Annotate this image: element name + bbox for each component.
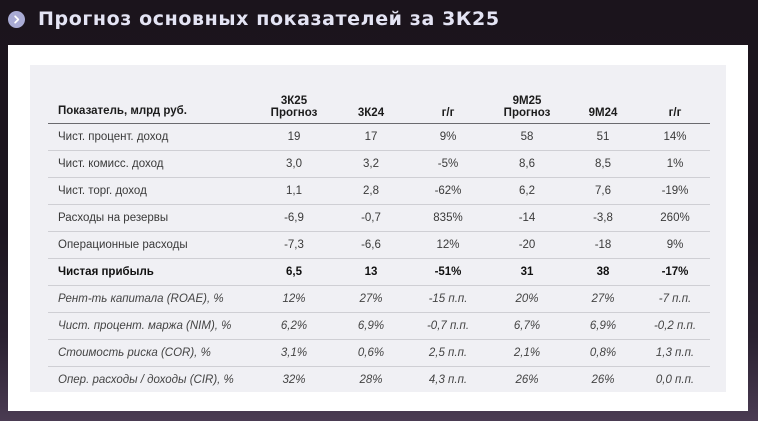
cell-yoy-9m: 1% [640,150,710,178]
cell-9m24: -3,8 [566,204,640,232]
cell-9m25: 6,2 [488,177,566,205]
cell-yoy-9m: -7 п.п. [640,285,710,313]
cell-3q25: 32% [282,374,306,386]
cell-3q24: -0,7 [334,204,408,232]
table-row-net-trading-income: Чист. торг. доход 1,1 2,8 -62% 6,2 7,6 -… [48,177,710,205]
row-label: Чист. комисс. доход [48,150,254,178]
cell-3q24: 13 [334,258,408,286]
column-header-indicator: Показатель, млрд руб. [48,79,254,124]
cell-3q25: -7,3 [254,231,334,259]
table-header-row: Показатель, млрд руб. 3К25 Прогноз 3К24 г… [48,79,710,124]
cell-9m25: 58 [488,123,566,151]
cell-9m24: 0,8% [566,339,640,367]
cell-9m25: 2,1% [488,339,566,367]
cell-3q25: 6,2% [254,312,334,340]
column-header-9m25-forecast: 9М25 Прогноз [488,79,566,124]
cell-3q25: 6,5 [254,258,334,286]
cell-9m24: 8,5 [566,150,640,178]
column-header-yoy-9m: г/г [640,79,710,124]
cell-3q24: 28% [359,374,383,386]
column-header-3q24: 3К24 [334,79,408,124]
table-row-net-profit: Чистая прибыль 6,5 13 -51% 31 38 -17% [48,258,710,286]
row-label: Чистая прибыль [48,258,254,286]
cell-9m24: -18 [566,231,640,259]
cell-yoy-q: 9% [408,123,488,151]
forecast-table: Показатель, млрд руб. 3К25 Прогноз 3К24 г… [48,79,710,393]
cell-9m25: 26% [515,374,539,386]
cell-3q25: 1,1 [254,177,334,205]
cell-3q24: 6,9% [334,312,408,340]
cell-yoy-q: -15 п.п. [408,285,488,313]
table-row-roae: Рент-ть капитала (ROAE), % 12% 27% -15 п… [48,285,710,313]
table-row-cor: Стоимость риска (COR), % 3,1% 0,6% 2,5 п… [48,339,710,367]
cell-3q25: 19 [254,123,334,151]
table-row-operating-expenses: Операционные расходы -7,3 -6,6 12% -20 -… [48,231,710,259]
slide-header: Прогноз основных показателей за 3К25 [8,6,500,32]
row-label: Чист. торг. доход [48,177,254,205]
row-label: Опер. расходы / доходы (CIR), % [58,374,234,386]
cell-9m24: 51 [566,123,640,151]
cell-9m24: 6,9% [566,312,640,340]
cell-yoy-q: -0,7 п.п. [408,312,488,340]
cell-9m24: 27% [566,285,640,313]
table-row-net-fee-income: Чист. комисс. доход 3,0 3,2 -5% 8,6 8,5 … [48,150,710,178]
cell-yoy-q: 12% [408,231,488,259]
cell-9m24: 7,6 [566,177,640,205]
cell-9m25: -14 [488,204,566,232]
cell-9m25: 31 [488,258,566,286]
cell-9m24: 38 [566,258,640,286]
cell-yoy-9m: 0,0 п.п. [655,374,695,386]
row-label: Чист. процент. маржа (NIM), % [48,312,254,340]
cell-9m25: 20% [488,285,566,313]
cell-yoy-9m: -0,2 п.п. [640,312,710,340]
content-panel: Показатель, млрд руб. 3К25 Прогноз 3К24 г… [8,45,748,411]
table-row-cir: Опер. расходы / доходы (CIR), % 32% 28% … [48,367,710,394]
column-header-yoy-quarter: г/г [408,79,488,124]
cell-3q24: 17 [334,123,408,151]
cell-3q25: 3,0 [254,150,334,178]
cell-yoy-q: -5% [408,150,488,178]
cell-3q24: 2,8 [334,177,408,205]
cell-3q24: 3,2 [334,150,408,178]
cell-3q25: 3,1% [254,339,334,367]
table-container: Показатель, млрд руб. 3К25 Прогноз 3К24 г… [30,65,726,392]
cell-yoy-q: 4,3 п.п. [428,374,468,386]
table-row-provisions: Расходы на резервы -6,9 -0,7 835% -14 -3… [48,204,710,232]
cell-yoy-q: -62% [408,177,488,205]
chevron-right-circle-icon [8,10,25,28]
cell-3q24: 0,6% [334,339,408,367]
cell-yoy-9m: -19% [640,177,710,205]
cell-yoy-q: 2,5 п.п. [408,339,488,367]
cell-yoy-9m: 1,3 п.п. [640,339,710,367]
cell-yoy-9m: 260% [640,204,710,232]
cell-yoy-9m: 9% [640,231,710,259]
cell-9m25: -20 [488,231,566,259]
cell-3q25: 12% [254,285,334,313]
cell-yoy-9m: -17% [640,258,710,286]
cell-9m25: 6,7% [488,312,566,340]
row-label: Стоимость риска (COR), % [48,339,254,367]
column-header-3q25-forecast: 3К25 Прогноз [254,79,334,124]
cell-9m25: 8,6 [488,150,566,178]
row-label: Операционные расходы [48,231,254,259]
table-row-nim: Чист. процент. маржа (NIM), % 6,2% 6,9% … [48,312,710,340]
cell-yoy-q: -51% [408,258,488,286]
cell-9m24: 26% [591,374,615,386]
cell-yoy-q: 835% [408,204,488,232]
cell-3q24: -6,6 [334,231,408,259]
page-title: Прогноз основных показателей за 3К25 [38,8,500,30]
row-label: Чист. процент. доход [48,123,254,151]
cell-yoy-9m: 14% [640,123,710,151]
row-label: Рент-ть капитала (ROAE), % [48,285,254,313]
cell-3q25: -6,9 [254,204,334,232]
table-row-net-interest-income: Чист. процент. доход 19 17 9% 58 51 14% [48,123,710,151]
column-header-9m24: 9М24 [566,79,640,124]
cell-3q24: 27% [334,285,408,313]
row-label: Расходы на резервы [48,204,254,232]
